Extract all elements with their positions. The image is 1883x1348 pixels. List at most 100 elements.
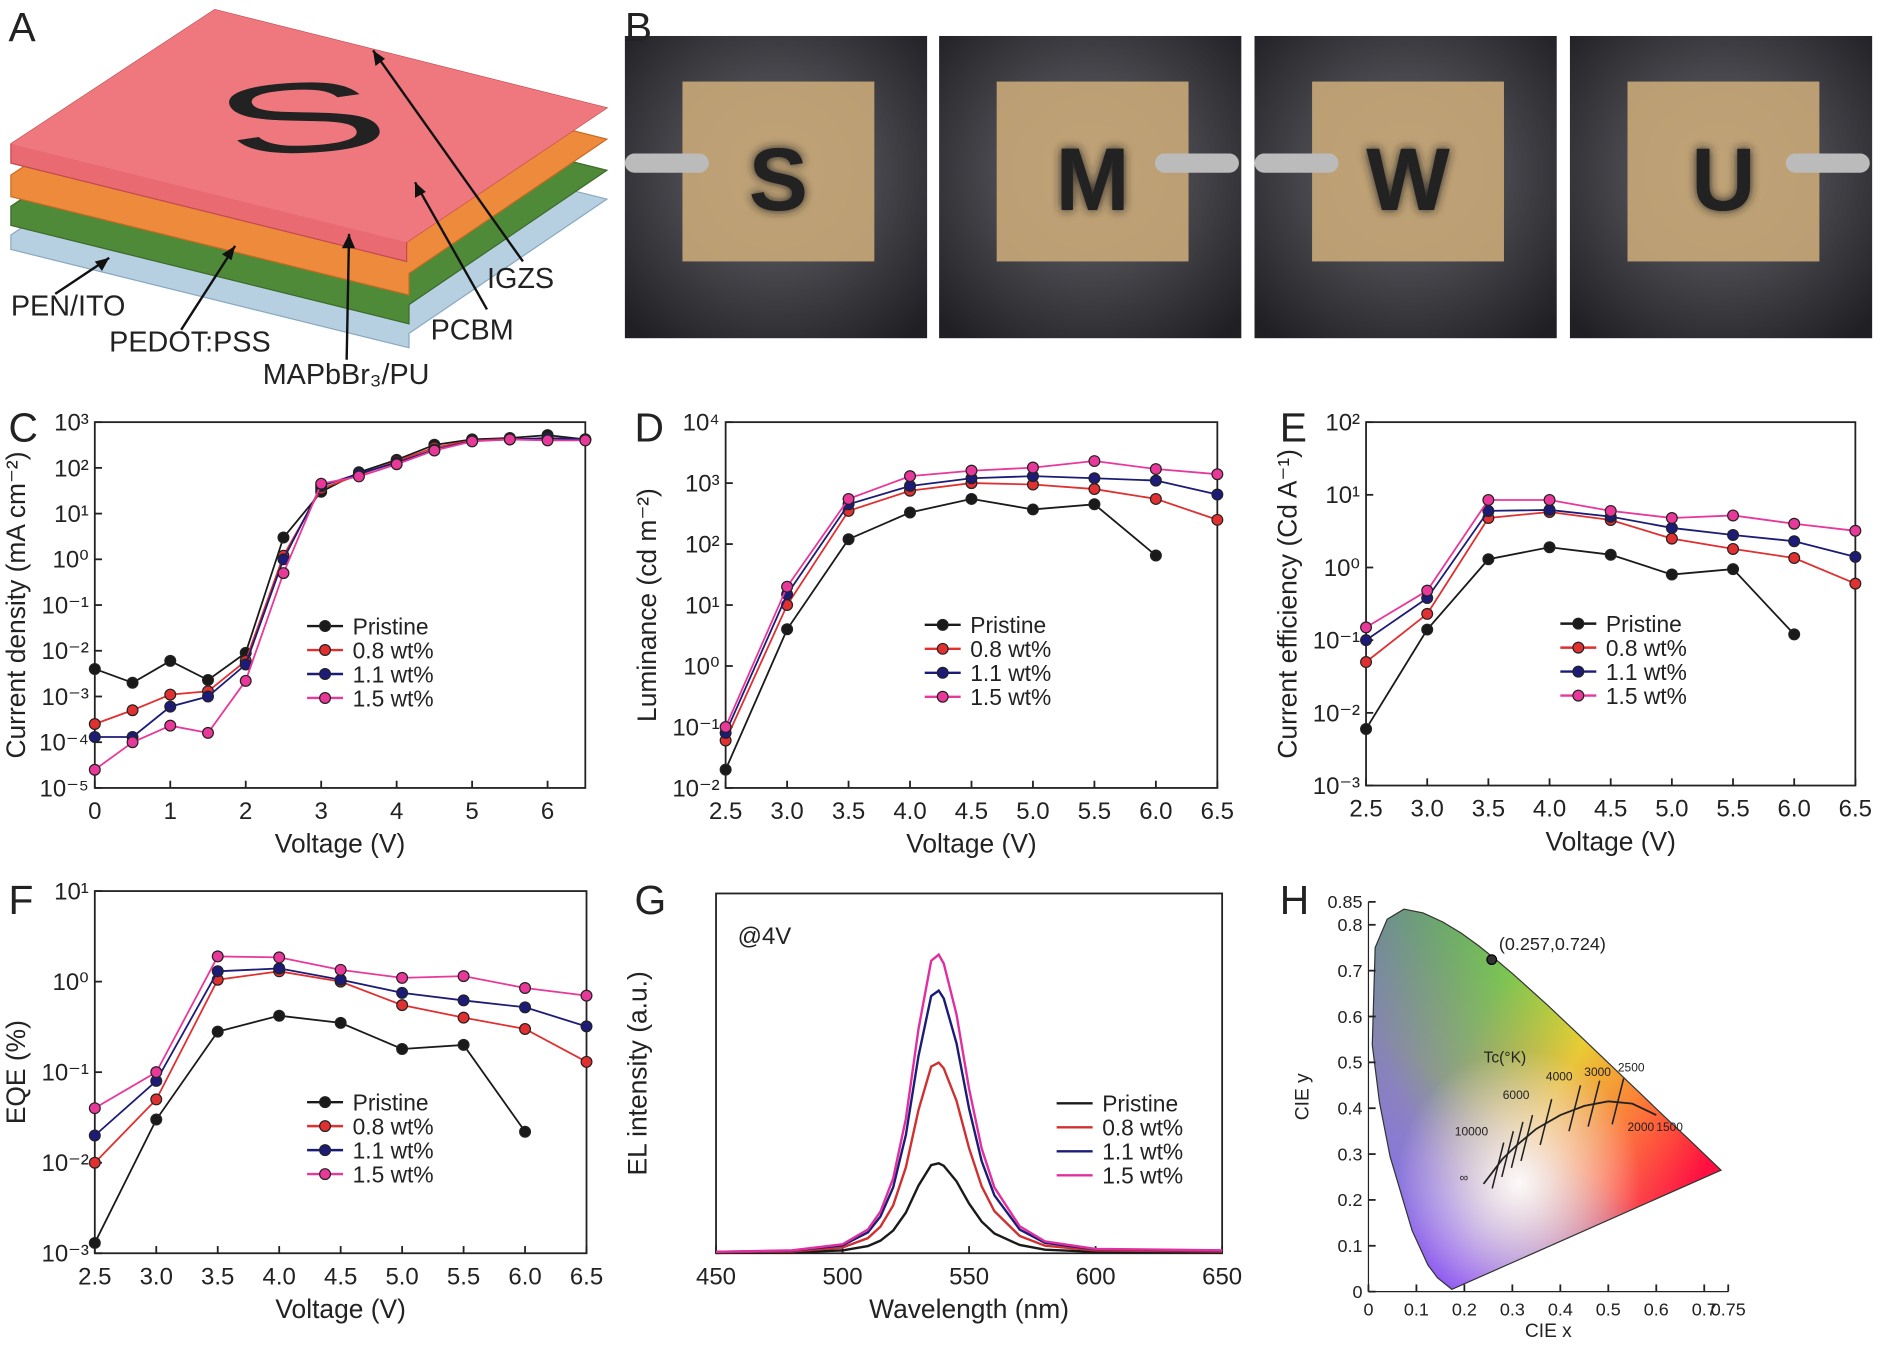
legend-label: 0.8 wt% xyxy=(1606,635,1687,661)
panel-label: C xyxy=(8,404,37,450)
data-point xyxy=(1360,634,1373,647)
data-point xyxy=(164,719,177,732)
x-tick-label: 5.0 xyxy=(1655,796,1688,823)
annotation: @4V xyxy=(738,923,792,950)
y-tick-label: 10⁻³ xyxy=(1313,773,1360,800)
y-tick-label: 10⁰ xyxy=(53,969,89,996)
layer-label: PEN/ITO xyxy=(11,290,126,322)
data-point xyxy=(1088,472,1101,485)
data-point xyxy=(1727,542,1740,555)
data-point xyxy=(719,763,732,776)
locus-label: ∞ xyxy=(1460,1171,1469,1185)
data-point xyxy=(1849,524,1862,537)
x-tick-label: 4 xyxy=(390,798,403,825)
data-point xyxy=(1486,954,1498,966)
x-tick-label: 3.5 xyxy=(201,1263,234,1290)
data-point xyxy=(466,435,479,448)
data-point xyxy=(88,1129,101,1142)
locus-title: Tc(°K) xyxy=(1484,1049,1527,1066)
data-point xyxy=(842,492,855,505)
series-line xyxy=(94,434,586,684)
y-tick-label: 0.7 xyxy=(1337,961,1362,981)
x-tick-label: 4.0 xyxy=(1533,796,1566,823)
x-tick-label: 5.5 xyxy=(447,1263,480,1290)
layer-label: IGZS xyxy=(487,263,554,295)
data-point xyxy=(211,1025,224,1038)
series-line xyxy=(94,970,587,1164)
y-tick-label: 10⁻² xyxy=(42,1150,89,1177)
data-point xyxy=(1665,521,1678,534)
data-point xyxy=(1665,568,1678,581)
data-point xyxy=(1421,584,1434,597)
tweezer xyxy=(624,153,709,173)
x-tick-label: 0.75 xyxy=(1711,1300,1746,1320)
x-tick-label: 4.5 xyxy=(1594,796,1627,823)
data-point xyxy=(1604,504,1617,517)
legend-label: 1.1 wt% xyxy=(1102,1139,1183,1165)
x-tick-label: 0 xyxy=(1363,1300,1373,1320)
y-tick-label: 0.1 xyxy=(1337,1236,1362,1256)
y-tick-label: 10⁰ xyxy=(683,653,719,680)
data-point xyxy=(202,673,214,686)
legend-marker xyxy=(319,1168,332,1181)
series-line xyxy=(94,967,587,1137)
x-tick-label: 0.4 xyxy=(1548,1300,1573,1320)
data-point xyxy=(396,986,409,999)
data-point xyxy=(1149,492,1162,505)
y-tick-label: 10⁰ xyxy=(1324,555,1360,582)
layer-label: PEDOT:PSS xyxy=(109,326,270,358)
data-point xyxy=(1026,503,1039,516)
data-point xyxy=(126,704,139,717)
x-tick-label: 0.3 xyxy=(1500,1300,1525,1320)
data-point xyxy=(519,1022,532,1035)
locus-label: 2000 xyxy=(1627,1120,1654,1134)
series-line xyxy=(716,1162,1223,1255)
y-tick-label: 10⁻¹ xyxy=(42,592,89,619)
data-point xyxy=(150,1113,163,1126)
legend-label: 1.5 wt% xyxy=(1102,1163,1183,1189)
y-tick-label: 10⁴ xyxy=(683,410,720,437)
data-point xyxy=(88,763,101,776)
x-tick-label: 2.5 xyxy=(1349,796,1382,823)
substrate xyxy=(996,81,1189,262)
y-tick-label: 0.4 xyxy=(1337,1099,1362,1119)
legend-label: Pristine xyxy=(970,612,1046,638)
locus-label: 3000 xyxy=(1584,1065,1611,1079)
x-tick-label: 3.5 xyxy=(1472,796,1505,823)
y-tick-label: 10⁻⁴ xyxy=(39,730,89,757)
legend-marker xyxy=(319,668,332,680)
legend-marker xyxy=(1572,617,1585,630)
data-point xyxy=(541,434,554,447)
legend-marker xyxy=(936,666,949,679)
legend-marker xyxy=(1572,641,1585,654)
y-tick-label: 0 xyxy=(1352,1282,1362,1302)
legend-label: 0.8 wt% xyxy=(970,636,1051,662)
locus-label: 2500 xyxy=(1618,1061,1645,1075)
x-tick-label: 3.5 xyxy=(832,798,865,825)
data-point xyxy=(428,444,441,457)
data-point xyxy=(457,970,470,983)
series-line xyxy=(724,497,1157,770)
x-tick-label: 1 xyxy=(164,798,177,825)
x-tick-label: 6.5 xyxy=(570,1263,603,1290)
cie-gamut xyxy=(1372,909,1722,1290)
data-point xyxy=(1088,483,1101,496)
photo-letter: U xyxy=(1691,130,1755,229)
y-tick-label: 0.3 xyxy=(1337,1144,1362,1164)
data-point xyxy=(315,477,328,490)
data-point xyxy=(1665,532,1678,545)
y-tick-label: 10¹ xyxy=(54,501,89,528)
legend-marker xyxy=(319,1120,332,1133)
panel-label: E xyxy=(1280,404,1307,450)
data-point xyxy=(1482,553,1495,566)
data-point xyxy=(88,731,101,743)
x-tick-label: 2.5 xyxy=(709,798,742,825)
data-point xyxy=(1211,488,1224,501)
x-tick-label: 5.0 xyxy=(385,1263,418,1290)
y-tick-label: 10² xyxy=(685,531,720,558)
x-tick-label: 2.5 xyxy=(78,1263,111,1290)
series-line xyxy=(94,438,586,771)
data-point xyxy=(396,1043,409,1056)
y-tick-label: 10⁻³ xyxy=(42,684,89,711)
data-point xyxy=(1149,463,1162,476)
